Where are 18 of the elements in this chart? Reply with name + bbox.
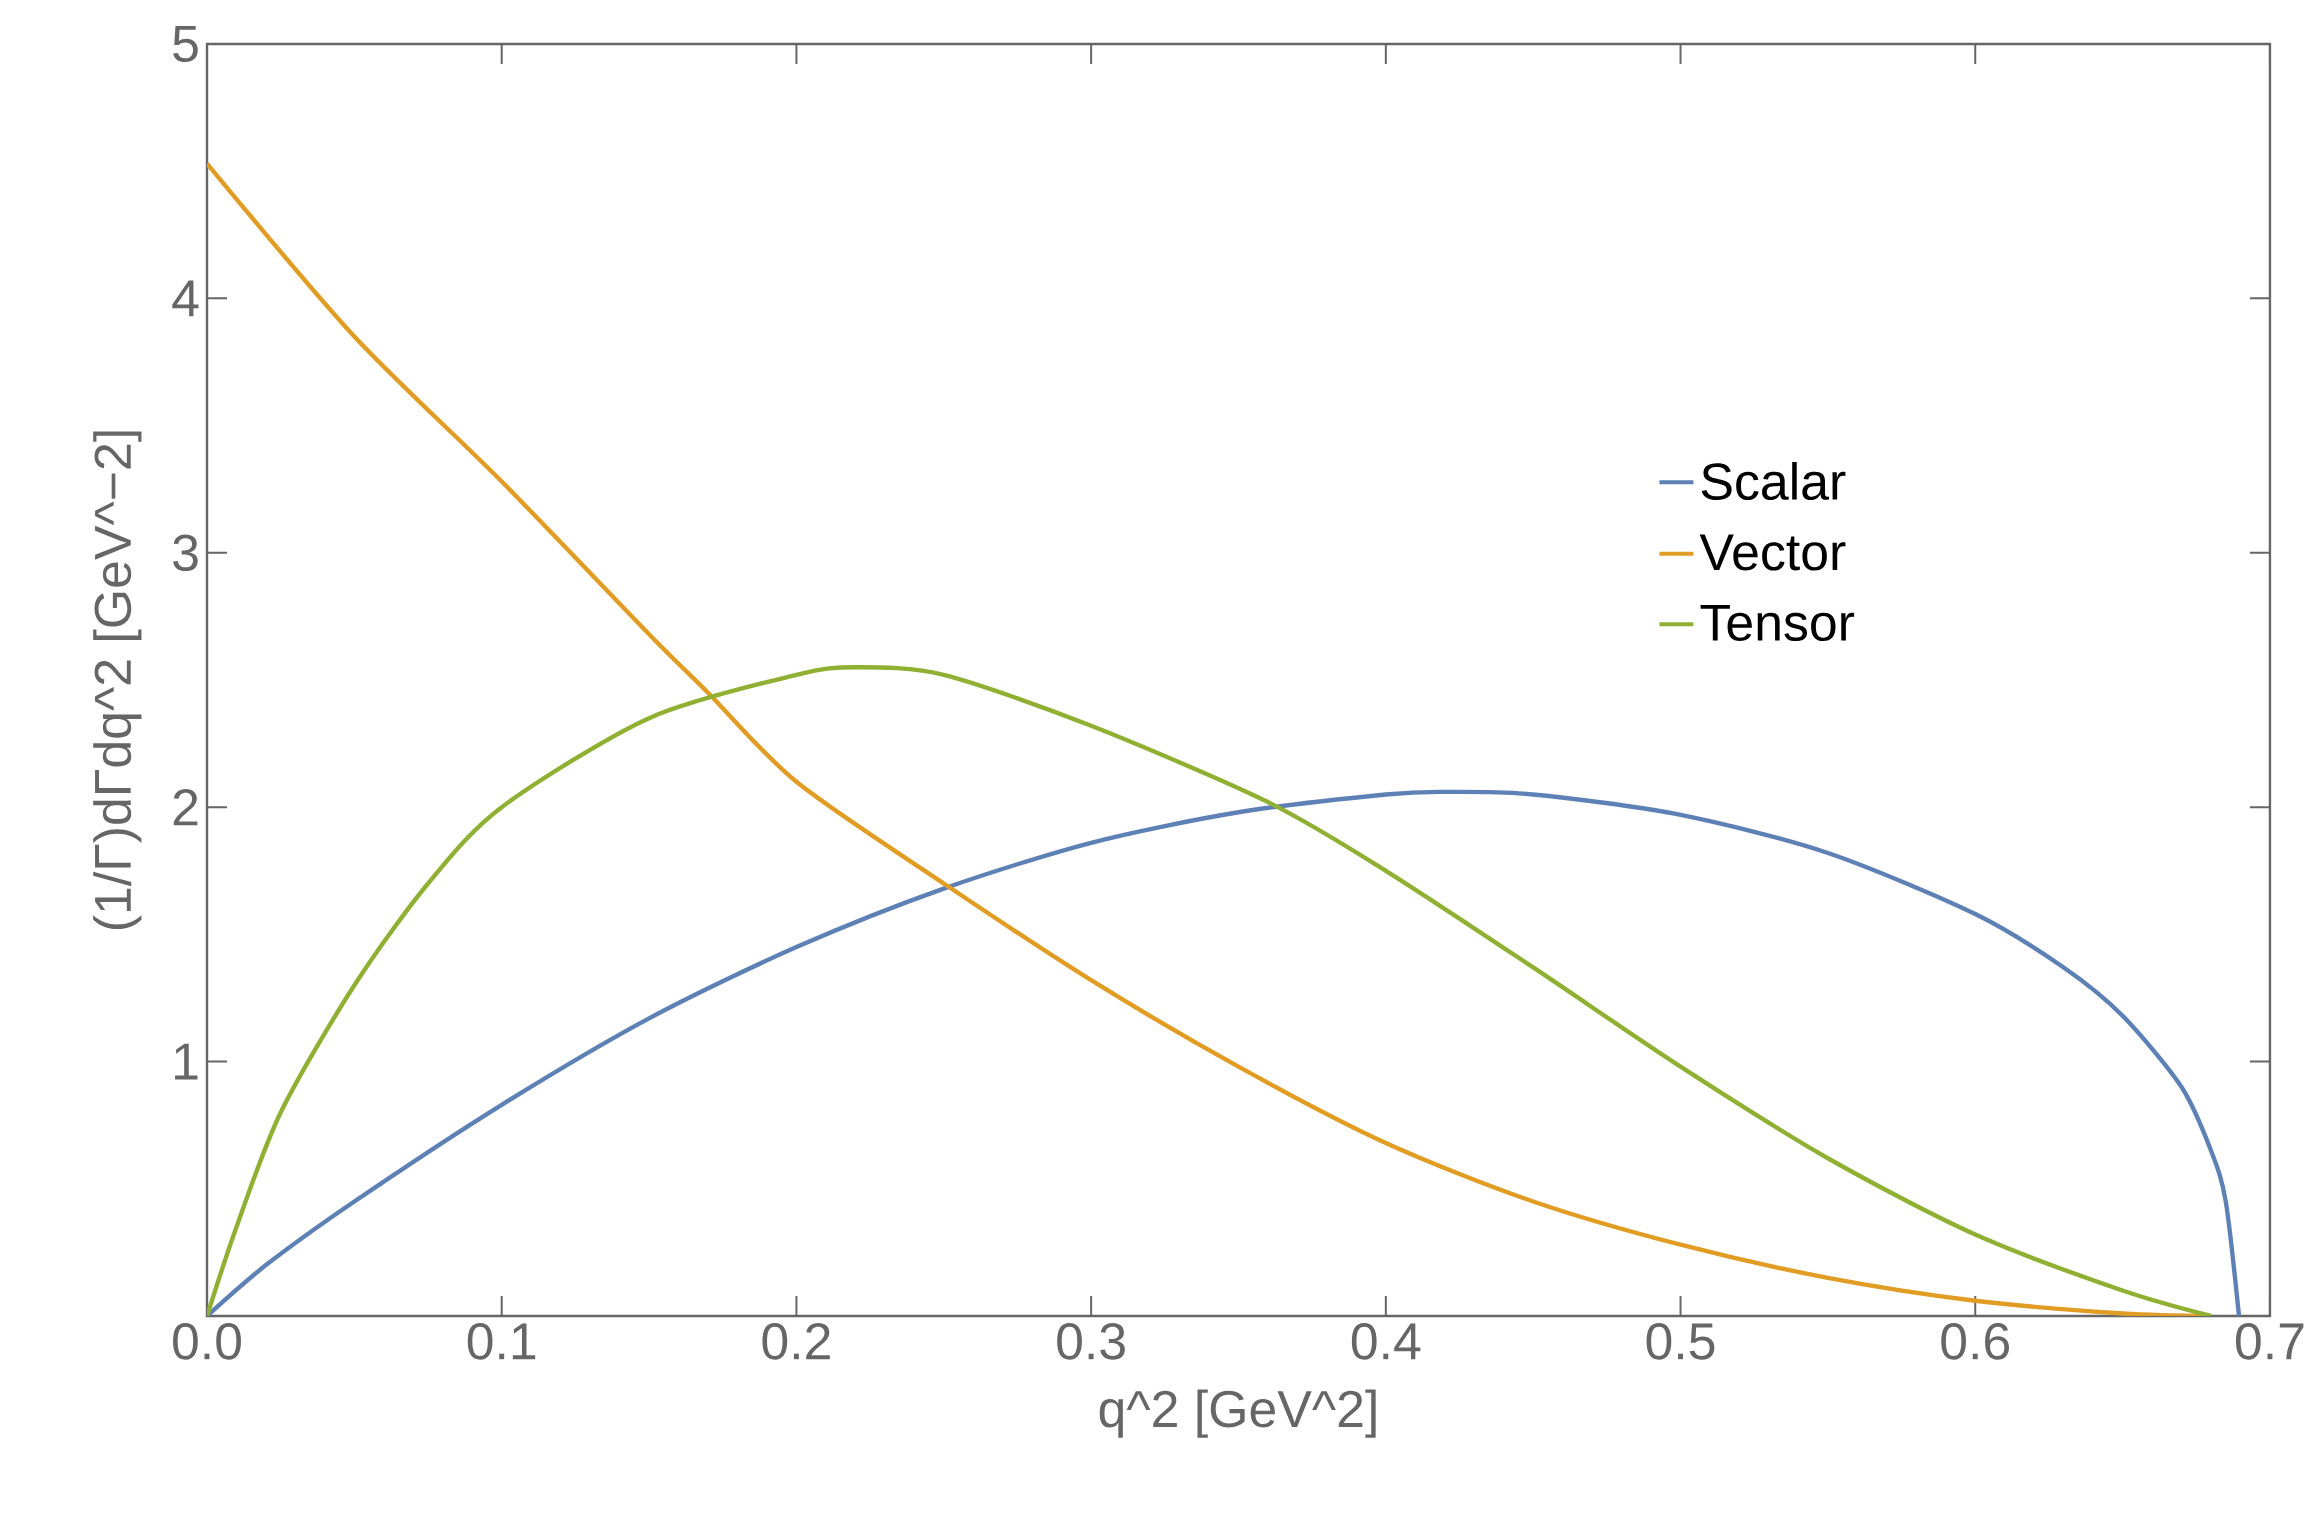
x-tick-label: 0.3 xyxy=(1057,1323,1125,1360)
y-axis-title: (1/Γ)dΓdq^2 [GeV^−2] xyxy=(93,431,142,930)
y-tick-label: 3 xyxy=(173,534,198,572)
x-tick-label: 0.0 xyxy=(173,1323,241,1360)
x-tick-label: 0.6 xyxy=(1941,1323,2009,1360)
legend-label: Tensor xyxy=(1700,604,1855,642)
y-tick-label: 4 xyxy=(172,280,199,317)
x-tick-label: 0.1 xyxy=(467,1323,536,1360)
x-axis-title: q^2 [GeV^2] xyxy=(1099,1389,1376,1438)
y-tick-label: 1 xyxy=(175,1043,198,1080)
legend-label: Scalar xyxy=(1701,462,1846,501)
x-tick-label: 0.7 xyxy=(2235,1323,2304,1360)
y-tick-label: 5 xyxy=(173,25,198,63)
x-tick-label: 0.4 xyxy=(1351,1323,1421,1360)
y-tick-label: 2 xyxy=(173,789,198,826)
x-tick-label: 0.2 xyxy=(762,1323,830,1360)
legend-label: Vector xyxy=(1699,534,1846,571)
x-tick-label: 0.5 xyxy=(1646,1323,1715,1360)
